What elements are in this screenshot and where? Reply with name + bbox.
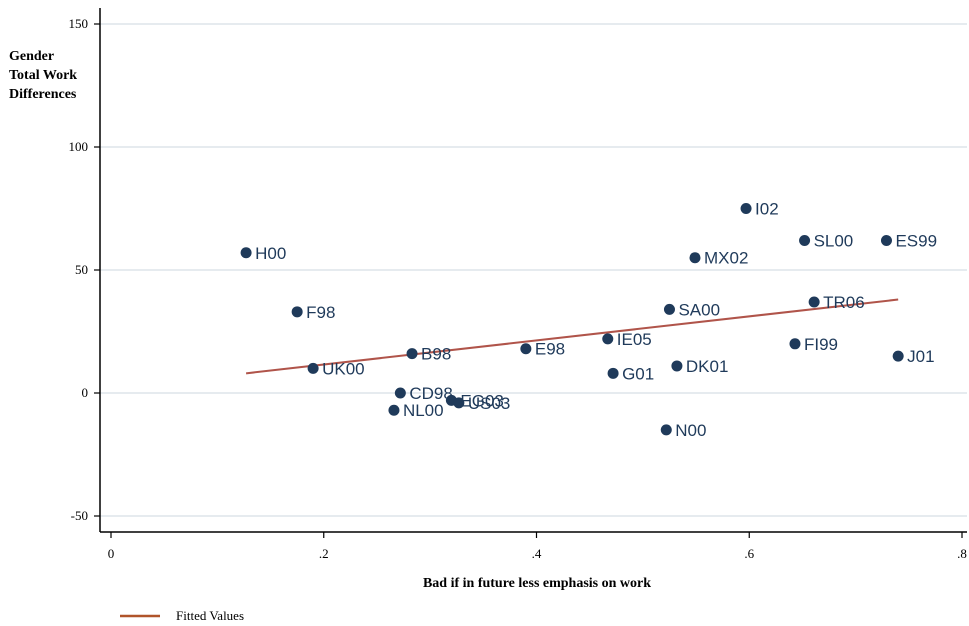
data-point <box>789 338 801 350</box>
data-point <box>880 234 892 246</box>
point-label: B98 <box>421 345 451 364</box>
data-point <box>307 362 319 374</box>
point-label: F98 <box>306 303 335 322</box>
point-label: FI99 <box>804 335 838 354</box>
y-tick-label: -50 <box>71 508 88 523</box>
data-point <box>663 303 675 315</box>
y-tick-label: 150 <box>69 16 89 31</box>
data-point <box>671 360 683 372</box>
point-label: EG03 <box>460 391 503 410</box>
point-label: SA00 <box>678 300 720 319</box>
legend-fit-label: Fitted Values <box>176 608 244 623</box>
point-label: UK00 <box>322 359 365 378</box>
x-tick-label: .8 <box>957 546 967 561</box>
grid-lines <box>100 23 967 517</box>
point-label: SL00 <box>814 231 854 250</box>
point-label: E98 <box>535 340 565 359</box>
point-label: US03 <box>468 394 511 413</box>
data-point <box>602 333 614 345</box>
point-label: G01 <box>622 364 654 383</box>
point-label: N00 <box>675 421 706 440</box>
data-point <box>291 306 303 318</box>
y-tick-label: 0 <box>82 385 89 400</box>
point-label: ES99 <box>895 231 937 250</box>
point-label: J01 <box>907 347 934 366</box>
y-tick-label: 50 <box>75 262 88 277</box>
point-label: TR06 <box>823 293 865 312</box>
data-point <box>808 296 820 308</box>
point-label: DK01 <box>686 357 729 376</box>
data-point <box>394 387 406 399</box>
y-tick-label: 100 <box>69 139 89 154</box>
x-tick-label: .6 <box>744 546 754 561</box>
data-point <box>240 247 252 259</box>
data-point <box>607 367 619 379</box>
data-point <box>388 404 400 416</box>
data-point <box>689 252 701 264</box>
x-axis-title: Bad if in future less emphasis on work <box>423 576 651 591</box>
point-label: NL00 <box>403 401 444 420</box>
point-label: H00 <box>255 244 286 263</box>
y-axis-title-line-3: Differences <box>9 87 77 102</box>
fit-line <box>245 298 899 375</box>
y-axis-title-line-2: Total Work <box>9 68 77 83</box>
point-label: CD98 <box>409 384 452 403</box>
x-tick-label: .2 <box>319 546 329 561</box>
x-tick-label: .4 <box>532 546 542 561</box>
legend: Fitted Values <box>120 608 244 623</box>
data-point <box>892 350 904 362</box>
data-point <box>520 343 532 355</box>
data-point <box>740 203 752 214</box>
axes-layer: -50 0 50 100 150 0 .2 .4 .6 .8 <box>69 8 967 561</box>
x-tick-label: 0 <box>108 546 115 561</box>
data-point <box>453 397 465 409</box>
point-label: I02 <box>755 200 779 219</box>
data-point <box>799 234 811 246</box>
fit-line-layer <box>245 298 899 375</box>
y-axis-title-line-1: Gender <box>9 49 54 64</box>
point-label: IE05 <box>617 330 652 349</box>
point-label: MX02 <box>704 249 748 268</box>
data-point <box>406 348 418 360</box>
data-point <box>660 424 672 436</box>
